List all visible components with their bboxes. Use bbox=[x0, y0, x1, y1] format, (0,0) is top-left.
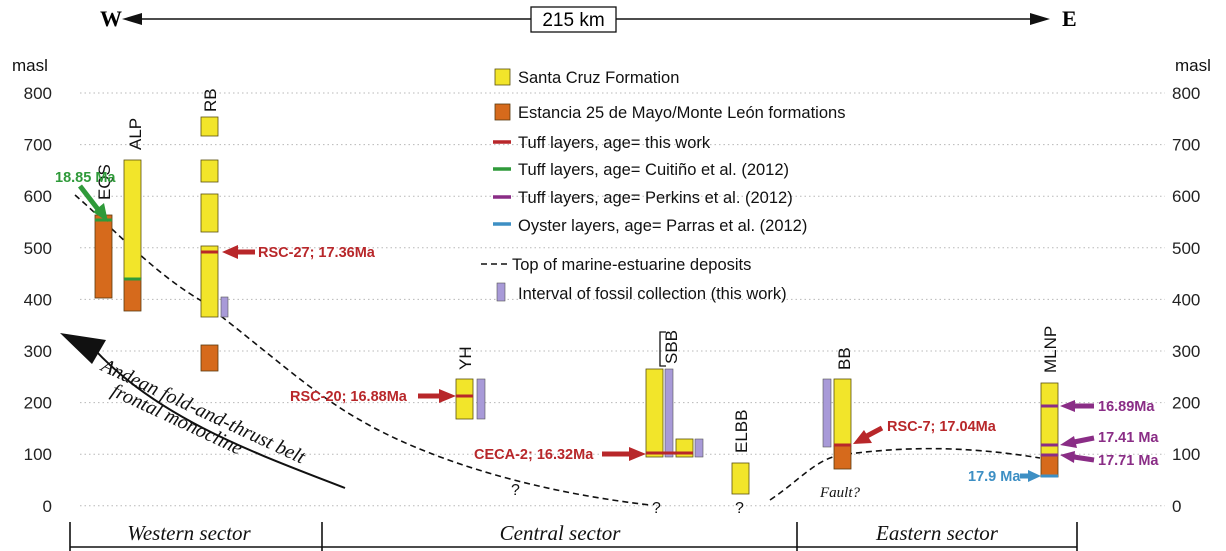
rb-age-label: RSC-27; 17.36Ma bbox=[222, 245, 376, 261]
legend-label: Tuff layers, age= Cuitiño et al. (2012) bbox=[518, 161, 789, 179]
marine-top-dashed-line-east bbox=[769, 447, 1041, 501]
section-label-yh: YH bbox=[456, 346, 475, 370]
distance-label: 215 km bbox=[542, 10, 604, 31]
legend-swatch-santa-cruz bbox=[494, 68, 511, 86]
tick-label: 500 bbox=[1172, 239, 1200, 258]
section-label-bb: BB bbox=[835, 347, 854, 370]
tick-label: 300 bbox=[24, 342, 52, 361]
legend-item: Tuff layers, age= this work bbox=[493, 134, 711, 152]
section-label-eqs: EQS bbox=[95, 164, 114, 200]
section-label-alp: ALP bbox=[126, 118, 145, 150]
legend-label: Tuff layers, age= Perkins et al. (2012) bbox=[518, 189, 793, 207]
section-label-rb: RB bbox=[201, 88, 220, 112]
legend-label: Tuff layers, age= this work bbox=[518, 134, 711, 152]
tick-labels-left: 800 700 600 500 400 300 200 100 0 bbox=[24, 84, 52, 516]
age-mlnp-2: 17.41 Ma bbox=[1098, 430, 1159, 446]
age-eqs: 18.85 Ma bbox=[55, 170, 116, 186]
section-label-elbb: ELBB bbox=[732, 410, 751, 453]
legend-swatch-estancia bbox=[494, 103, 511, 121]
legend-label: Oyster layers, age= Parras et al. (2012) bbox=[518, 217, 807, 235]
age-bb: RSC-7; 17.04Ma bbox=[887, 419, 997, 435]
age-mlnp-oyster: 17.9 Ma bbox=[968, 469, 1021, 485]
bb-age-label: RSC-7; 17.04Ma bbox=[853, 419, 997, 444]
west-label: W bbox=[100, 6, 122, 31]
legend-label: Interval of fossil collection (this work… bbox=[518, 285, 787, 303]
section-eqs: EQS bbox=[94, 164, 114, 299]
section-mlnp: MLNP bbox=[1040, 326, 1060, 478]
section-bb: BB bbox=[822, 347, 854, 470]
legend-label: Santa Cruz Formation bbox=[518, 69, 679, 87]
legend-item: Tuff layers, age= Cuitiño et al. (2012) bbox=[493, 161, 789, 179]
sector-label-eastern: Eastern sector bbox=[875, 521, 999, 545]
section-elbb: ELBB bbox=[731, 410, 751, 495]
legend-item: Interval of fossil collection (this work… bbox=[496, 282, 787, 303]
question-mark-2: ? bbox=[652, 500, 661, 517]
tick-labels-right: 800 700 600 500 400 300 200 100 0 bbox=[1172, 84, 1200, 516]
tick-label: 200 bbox=[1172, 394, 1200, 413]
marine-top-dashed-line bbox=[74, 194, 651, 506]
question-mark-1: ? bbox=[511, 482, 520, 499]
section-alp: ALP bbox=[123, 118, 145, 312]
tick-label: 200 bbox=[24, 394, 52, 413]
legend-item: Top of marine-estuarine deposits bbox=[481, 256, 751, 274]
section-yh: YH bbox=[455, 346, 486, 420]
age-mlnp-3: 17.71 Ma bbox=[1098, 453, 1159, 469]
sector-label-central: Central sector bbox=[500, 521, 622, 545]
legend-item: Estancia 25 de Mayo/Monte León formation… bbox=[494, 103, 845, 122]
tick-label: 800 bbox=[1172, 84, 1200, 103]
east-label: E bbox=[1062, 6, 1077, 31]
question-mark-3: ? bbox=[735, 500, 744, 517]
tick-label: 300 bbox=[1172, 342, 1200, 361]
age-yh: RSC-20; 16.88Ma bbox=[290, 389, 408, 405]
legend-label: Top of marine-estuarine deposits bbox=[512, 256, 751, 274]
axis-unit-left: masl bbox=[12, 56, 48, 75]
sector-label-western: Western sector bbox=[127, 521, 251, 545]
section-label-sbb: SBB bbox=[662, 330, 681, 364]
tick-label: 700 bbox=[24, 136, 52, 155]
tick-label: 100 bbox=[24, 445, 52, 464]
section-label-mlnp: MLNP bbox=[1041, 326, 1060, 373]
age-sbb: CECA-2; 16.32Ma bbox=[474, 447, 594, 463]
legend: Santa Cruz Formation Estancia 25 de Mayo… bbox=[481, 68, 845, 303]
legend-item: Tuff layers, age= Perkins et al. (2012) bbox=[493, 189, 793, 207]
age-rb: RSC-27; 17.36Ma bbox=[258, 245, 376, 261]
axis-unit-right: masl bbox=[1175, 56, 1211, 75]
sector-bracket: Western sector Central sector Eastern se… bbox=[69, 521, 1078, 551]
age-mlnp-1: 16.89Ma bbox=[1098, 399, 1155, 415]
section-rb: RB bbox=[200, 88, 229, 372]
section-sbb: SBB bbox=[645, 330, 704, 458]
legend-swatch-fossil bbox=[496, 282, 506, 302]
legend-item: Oyster layers, age= Parras et al. (2012) bbox=[493, 217, 807, 235]
tick-label: 500 bbox=[24, 239, 52, 258]
tick-label: 400 bbox=[1172, 290, 1200, 309]
tick-label: 0 bbox=[1172, 497, 1181, 516]
tick-label: 100 bbox=[1172, 445, 1200, 464]
legend-label: Estancia 25 de Mayo/Monte León formation… bbox=[518, 104, 845, 122]
tick-label: 700 bbox=[1172, 136, 1200, 155]
mlnp-age-labels: 16.89Ma 17.41 Ma 17.71 Ma 17.9 Ma bbox=[968, 399, 1159, 485]
legend-item: Santa Cruz Formation bbox=[494, 68, 679, 87]
sbb-age-label: CECA-2; 16.32Ma bbox=[474, 447, 646, 463]
tick-label: 600 bbox=[24, 187, 52, 206]
tick-label: 800 bbox=[24, 84, 52, 103]
distance-arrow: 215 km bbox=[122, 6, 1050, 33]
tick-label: 600 bbox=[1172, 187, 1200, 206]
yh-age-label: RSC-20; 16.88Ma bbox=[290, 389, 456, 405]
tick-label: 400 bbox=[24, 290, 52, 309]
tick-label: 0 bbox=[43, 497, 52, 516]
eqs-age-label: 18.85 Ma bbox=[55, 170, 116, 222]
fault-label: Fault? bbox=[819, 485, 860, 501]
